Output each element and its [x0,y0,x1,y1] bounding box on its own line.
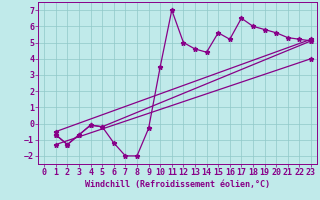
X-axis label: Windchill (Refroidissement éolien,°C): Windchill (Refroidissement éolien,°C) [85,180,270,189]
